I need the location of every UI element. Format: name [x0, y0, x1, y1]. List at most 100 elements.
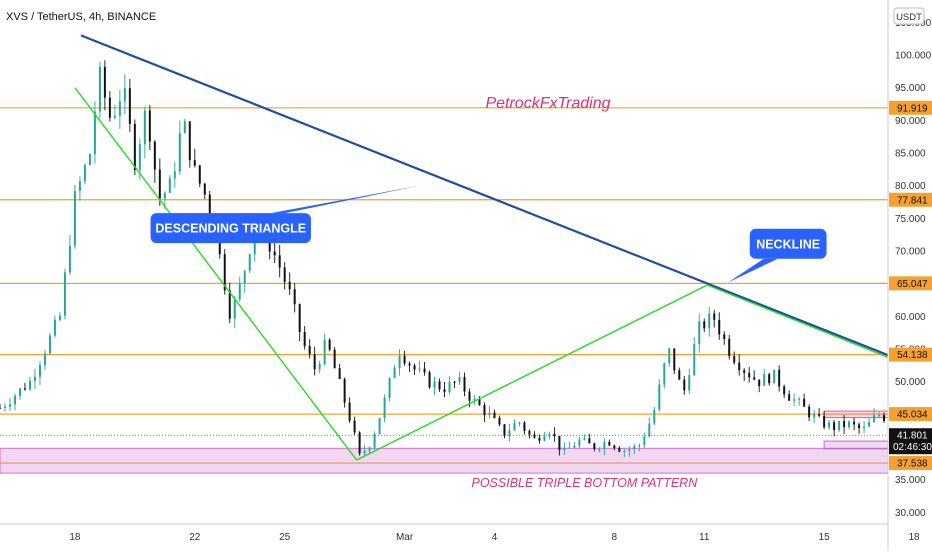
- candle-body: [518, 422, 521, 424]
- candle-body: [73, 190, 76, 246]
- candle-body: [768, 374, 771, 384]
- candle-body: [458, 376, 461, 383]
- candle-body: [168, 178, 171, 193]
- candle-body: [813, 414, 816, 418]
- candle-body: [663, 363, 666, 385]
- support-zone: [0, 447, 932, 474]
- candle-body: [803, 398, 806, 407]
- time-tick-label: Mar: [396, 532, 414, 543]
- candle-body: [613, 445, 616, 449]
- candle-body: [798, 398, 801, 400]
- candle-body: [543, 436, 546, 441]
- candle-body: [48, 335, 51, 354]
- candle-body: [123, 88, 126, 102]
- candle-body: [573, 445, 576, 448]
- candle-body: [78, 181, 81, 191]
- candle-body: [628, 449, 631, 451]
- watermark-text: PetrockFxTrading: [485, 95, 610, 112]
- candle-body: [588, 438, 591, 444]
- candle-body: [708, 313, 711, 329]
- candle-body: [193, 160, 196, 166]
- level-tag-label: 77.841: [897, 195, 928, 206]
- candle-body: [538, 437, 541, 441]
- candle-body: [388, 378, 391, 398]
- candle-body: [808, 406, 811, 418]
- time-tick-label: 15: [819, 532, 831, 543]
- candle-body: [118, 101, 121, 116]
- candle-body: [828, 422, 831, 428]
- candle-body: [103, 66, 106, 98]
- candle-body: [703, 321, 706, 329]
- candle-body: [548, 433, 551, 437]
- level-tag-label: 45.034: [897, 410, 928, 421]
- candle-body: [598, 449, 601, 451]
- candle-body: [823, 415, 826, 428]
- candle-body: [468, 391, 471, 401]
- candle-body: [308, 346, 311, 355]
- candle-body: [113, 115, 116, 118]
- candle-body: [278, 255, 281, 268]
- callout-pointer: [270, 185, 420, 214]
- time-axis[interactable]: 182225Mar48111518222529: [0, 523, 932, 543]
- candle-body: [478, 399, 481, 406]
- candle-body: [488, 412, 491, 416]
- candle-body: [608, 441, 611, 446]
- candle-body: [408, 363, 411, 366]
- candle-body: [728, 338, 731, 357]
- candle-body: [238, 283, 241, 300]
- candle-body: [133, 123, 136, 170]
- candle-body: [858, 424, 861, 429]
- candle-body: [98, 66, 101, 112]
- candle-body: [333, 349, 336, 369]
- candle-body: [108, 97, 111, 118]
- candle-body: [393, 368, 396, 379]
- candle-body: [83, 164, 86, 182]
- annotations: DESCENDING TRIANGLE NECKLINE POSSIBLE TRIP…: [150, 95, 827, 490]
- candle-body: [228, 290, 231, 319]
- candle-body: [633, 446, 636, 450]
- candle-body: [743, 370, 746, 373]
- candle-body: [158, 169, 161, 199]
- chart-title: XVS / TetherUS, 4h, BINANCE: [6, 11, 156, 23]
- current-price-label: 41.801: [897, 431, 928, 442]
- price-axis[interactable]: 30.00035.00040.00045.00050.00055.00060.0…: [887, 0, 932, 550]
- candle-body: [553, 433, 556, 436]
- candle-body: [483, 405, 486, 416]
- candle-body: [378, 418, 381, 435]
- currency-badge[interactable]: USDT: [893, 7, 925, 25]
- callout-text: DESCENDING TRIANGLE: [155, 222, 306, 236]
- candle-body: [833, 422, 836, 430]
- candle-body: [533, 434, 536, 438]
- candle-body: [603, 441, 606, 450]
- candle-body: [793, 399, 796, 401]
- candle-body: [638, 445, 641, 447]
- level-tag-1: 77.841: [889, 192, 932, 207]
- time-tick-label: 4: [492, 532, 498, 543]
- price-tick-label: 95.000: [895, 83, 926, 94]
- candle-body: [418, 368, 421, 370]
- candle-body: [313, 354, 316, 370]
- candle-body: [43, 353, 46, 366]
- candle-body: [3, 406, 6, 408]
- price-tick-label: 100.000: [895, 50, 932, 61]
- candle-body: [718, 319, 721, 335]
- level-tag-0: 91.919: [889, 100, 932, 115]
- candle-body: [623, 450, 626, 452]
- candle-body: [868, 422, 871, 427]
- candle-body: [218, 240, 221, 255]
- level-tag-5: 37.538: [889, 456, 932, 471]
- level-tag-label: 65.047: [897, 279, 928, 290]
- candle-body: [33, 376, 36, 381]
- candle-body: [593, 443, 596, 450]
- candle-body: [428, 372, 431, 388]
- candle-body: [188, 121, 191, 161]
- candle-body: [303, 331, 306, 347]
- price-tick-label: 90.000: [895, 116, 926, 127]
- candle-body: [233, 299, 236, 319]
- descending-triangle-line: [80, 34, 932, 374]
- candle-body: [773, 369, 776, 384]
- candle-body: [383, 397, 386, 419]
- level-tag-label: 37.538: [897, 459, 928, 470]
